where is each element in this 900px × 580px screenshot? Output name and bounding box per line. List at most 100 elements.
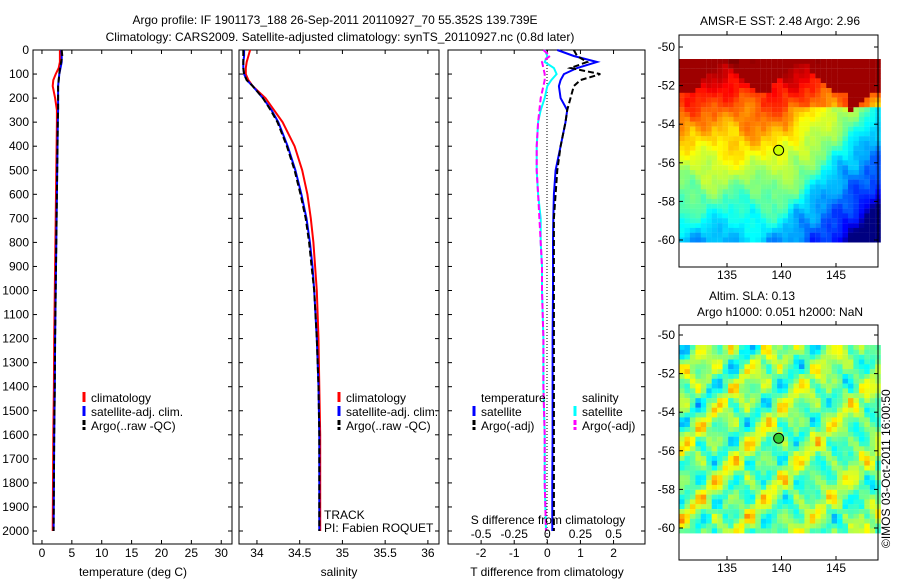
map-cell	[777, 427, 783, 432]
map-cell	[853, 121, 859, 127]
map-cell	[788, 68, 794, 74]
map-cell	[749, 208, 756, 214]
map-cell	[711, 194, 718, 200]
map-cell	[689, 194, 696, 200]
map-cell	[700, 388, 707, 394]
map-cell	[837, 446, 843, 452]
y-tick-label: 200	[9, 91, 29, 105]
x2-tick-label: 0.5	[605, 527, 622, 541]
map-cell	[695, 184, 701, 190]
map-cell	[777, 465, 783, 471]
map-cell	[777, 374, 783, 379]
map-cell	[739, 518, 745, 524]
map-cell	[804, 78, 810, 84]
map-cell	[679, 97, 685, 103]
map-cell	[804, 475, 810, 481]
map-cell	[728, 504, 734, 510]
map-cell	[711, 63, 718, 69]
map-cell	[695, 374, 701, 379]
map-cell	[749, 155, 756, 161]
map-cell	[788, 92, 794, 98]
map-cell	[853, 412, 859, 418]
map-cell	[826, 189, 832, 195]
map-cell	[842, 59, 849, 64]
map-cell	[717, 509, 723, 515]
map-cell	[831, 398, 838, 404]
map-cell	[853, 446, 859, 452]
map-cell	[766, 446, 772, 452]
map-cell	[739, 179, 745, 185]
map-cell	[809, 227, 816, 233]
map-cell	[809, 208, 816, 214]
map-cell	[749, 364, 756, 370]
map-cell	[815, 174, 821, 180]
map-cell	[755, 198, 761, 204]
map-cell	[733, 155, 740, 161]
map-cell	[706, 112, 712, 118]
map-cell	[760, 218, 767, 224]
map-cell	[815, 470, 821, 476]
map-cell	[700, 354, 707, 360]
map-cell	[760, 179, 767, 185]
map-cell	[858, 504, 865, 510]
map-cell	[842, 88, 849, 93]
map-cell	[864, 189, 870, 195]
map-cell	[760, 470, 767, 476]
map-cell	[798, 213, 805, 219]
map-cell	[777, 393, 783, 399]
map-cell	[766, 223, 772, 229]
map-cell	[728, 160, 734, 166]
map-cell	[815, 354, 821, 360]
map-cell	[689, 78, 696, 84]
map-cell	[798, 460, 805, 466]
map-cell	[771, 136, 778, 142]
map-cell	[717, 484, 723, 490]
map-cell	[869, 184, 876, 190]
map-cell	[695, 513, 701, 519]
map-cell	[717, 208, 723, 214]
map-cell	[695, 189, 701, 195]
map-cell	[733, 136, 740, 142]
map-cell	[798, 354, 805, 360]
map-cell	[711, 145, 718, 151]
map-cell	[700, 59, 707, 64]
map-cell	[766, 504, 772, 510]
map-cell	[869, 460, 876, 466]
map-cell	[798, 374, 805, 379]
map-cell	[837, 63, 843, 69]
map-cell	[853, 456, 859, 461]
map-cell	[706, 203, 712, 209]
map-cell	[837, 456, 843, 461]
map-cell	[820, 460, 827, 466]
map-cell	[700, 184, 707, 190]
map-cell	[848, 213, 854, 219]
map-cell	[837, 78, 843, 84]
map-cell	[739, 465, 745, 471]
map-cell	[782, 499, 789, 505]
map-cell	[815, 68, 821, 74]
map-cell	[749, 121, 756, 127]
map-cell	[788, 78, 794, 84]
map-cell	[793, 174, 800, 180]
map-cell	[826, 354, 832, 360]
map-cell	[793, 412, 800, 418]
map-cell	[695, 480, 701, 486]
map-cell	[848, 427, 854, 432]
map-cell	[739, 213, 745, 219]
map-cell	[689, 102, 696, 108]
map-cell	[771, 102, 778, 108]
map-cell	[848, 194, 854, 200]
map-cell	[804, 92, 810, 98]
map-cell	[815, 92, 821, 98]
map-cell	[728, 223, 734, 229]
map-cell	[809, 116, 816, 122]
map-cell	[826, 232, 832, 238]
map-cell	[684, 237, 691, 243]
map-cell	[782, 475, 789, 481]
map-cell	[706, 232, 712, 238]
map-cell	[695, 359, 701, 365]
map-cell	[815, 480, 821, 486]
map-cell	[749, 223, 756, 229]
map-cell	[793, 194, 800, 200]
map-cell	[777, 237, 783, 243]
